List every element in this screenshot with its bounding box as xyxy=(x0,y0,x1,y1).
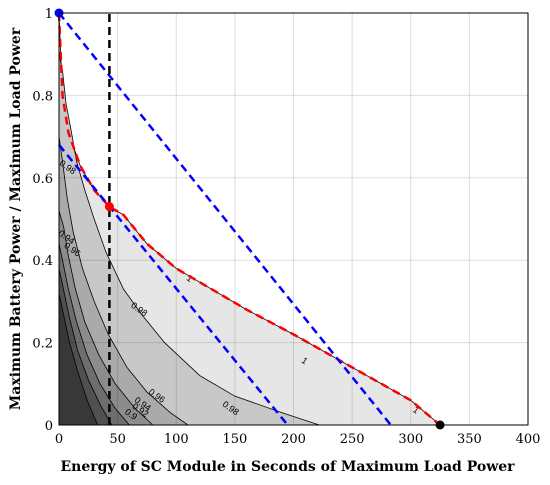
series-line-1 xyxy=(58,12,392,426)
x-tick-label-4: 200 xyxy=(281,432,306,447)
x-tick-label-5: 250 xyxy=(340,432,365,447)
x-tick-label-2: 100 xyxy=(164,432,189,447)
contour-label-10: 1 xyxy=(300,355,310,366)
x-tick-label-1: 50 xyxy=(109,432,126,447)
plot-frame xyxy=(58,12,529,426)
contour-label-9: 1 xyxy=(185,273,195,284)
y-axis-label: Maximum Battery Power / Maximum Load Pow… xyxy=(8,27,24,410)
tick-labels: 0 50 100 150 200 250 300 350 400 0 0.2 0.4 0.6 0.8 1 xyxy=(32,7,540,447)
contour-fills xyxy=(58,12,442,426)
y-tick-label-0: 0 xyxy=(45,419,53,434)
x-tick-label-7: 350 xyxy=(457,432,482,447)
y-tick-label-5: 1 xyxy=(45,7,53,22)
x-axis-label: Energy of SC Module in Seconds of Maximu… xyxy=(60,459,515,475)
series-lines xyxy=(57,12,441,426)
contour-label-11: 1 xyxy=(411,405,421,416)
y-tick-label-1: 0.2 xyxy=(32,337,53,352)
x-tick-label-0: 0 xyxy=(55,432,63,447)
series-line-0 xyxy=(57,12,441,426)
y-tick-label-2: 0.4 xyxy=(32,254,53,269)
x-tick-label-8: 400 xyxy=(516,432,541,447)
marker-1 xyxy=(104,202,114,212)
x-tick-label-3: 150 xyxy=(222,432,247,447)
y-tick-label-3: 0.6 xyxy=(32,172,53,187)
y-tick-label-4: 0.8 xyxy=(32,89,53,104)
x-tick-label-6: 300 xyxy=(398,432,423,447)
series-line-2 xyxy=(58,144,289,426)
